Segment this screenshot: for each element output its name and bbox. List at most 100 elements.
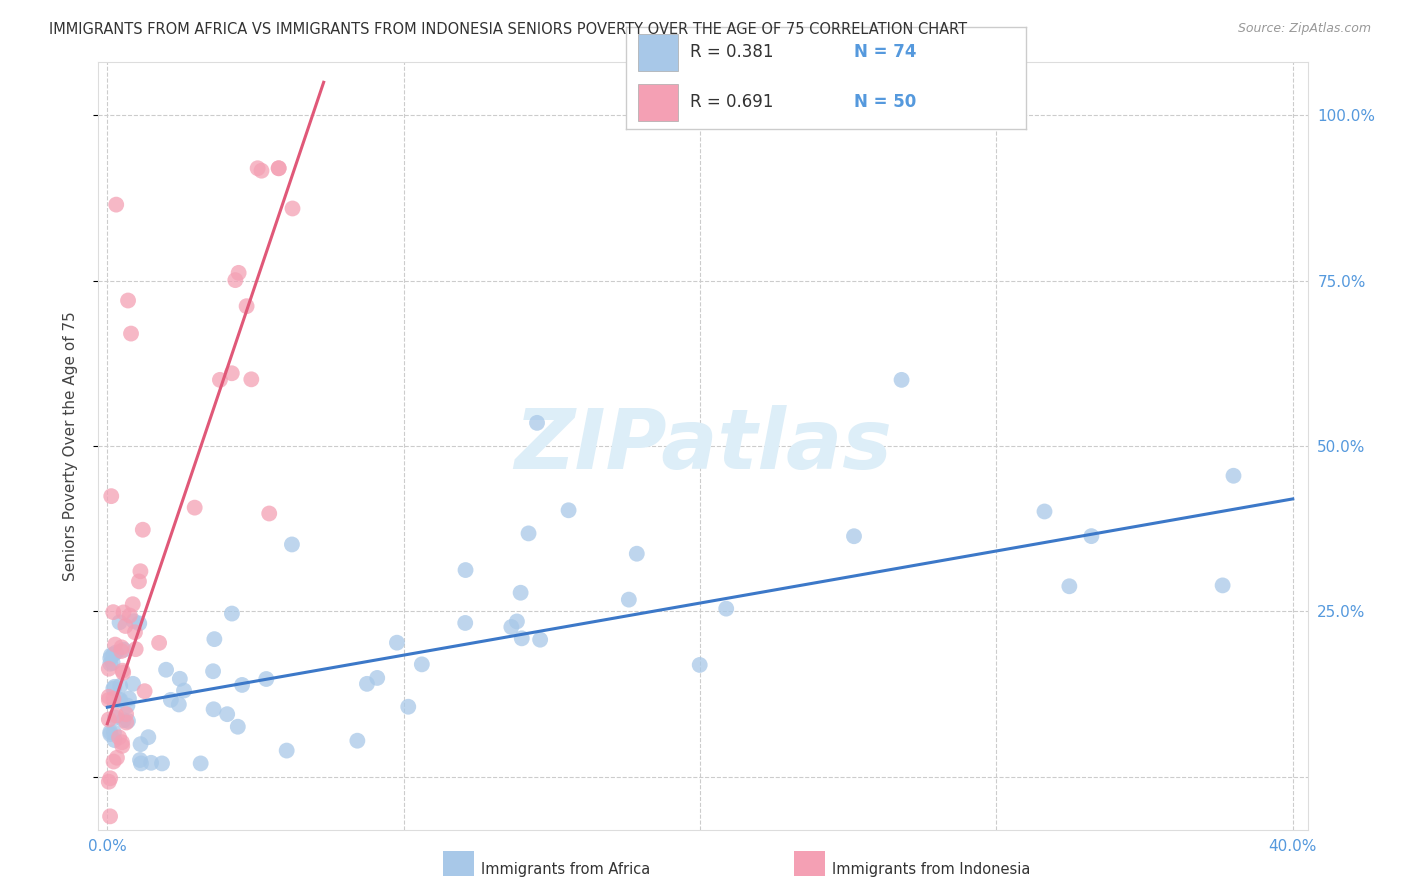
Point bbox=[716, 601, 738, 615]
Point bbox=[226, 720, 249, 734]
Point bbox=[281, 537, 304, 551]
Point bbox=[105, 197, 128, 211]
Point bbox=[122, 614, 145, 628]
Point bbox=[366, 671, 388, 685]
Point bbox=[111, 664, 134, 678]
Point bbox=[121, 597, 143, 611]
Point bbox=[110, 693, 132, 707]
Point bbox=[97, 693, 120, 707]
Text: N = 50: N = 50 bbox=[853, 93, 917, 111]
Y-axis label: Seniors Poverty Over the Age of 75: Seniors Poverty Over the Age of 75 bbox=[63, 311, 77, 581]
Point bbox=[529, 632, 551, 647]
Point bbox=[183, 500, 205, 515]
Point bbox=[169, 672, 191, 686]
Point bbox=[202, 665, 225, 679]
Point bbox=[114, 619, 136, 633]
Point bbox=[509, 586, 531, 600]
Point bbox=[510, 632, 533, 646]
Point bbox=[202, 702, 225, 716]
Point bbox=[190, 756, 212, 771]
Point bbox=[346, 733, 368, 747]
Point bbox=[257, 507, 280, 521]
Point bbox=[105, 708, 128, 723]
Point bbox=[115, 707, 138, 722]
Point bbox=[134, 684, 156, 698]
Point bbox=[112, 665, 135, 680]
Point bbox=[208, 373, 231, 387]
Point bbox=[112, 713, 135, 727]
Text: Immigrants from Africa: Immigrants from Africa bbox=[481, 863, 650, 877]
Point bbox=[108, 615, 131, 630]
Point bbox=[160, 693, 183, 707]
Point bbox=[626, 547, 648, 561]
Point bbox=[139, 756, 162, 770]
Text: Immigrants from Indonesia: Immigrants from Indonesia bbox=[832, 863, 1031, 877]
Point bbox=[356, 677, 378, 691]
Point bbox=[125, 642, 148, 657]
Point bbox=[110, 640, 132, 655]
Point bbox=[118, 691, 141, 706]
Point bbox=[105, 750, 128, 764]
Point bbox=[118, 608, 141, 623]
Point bbox=[228, 266, 250, 280]
Point bbox=[136, 730, 159, 744]
Point bbox=[132, 523, 155, 537]
Point bbox=[108, 731, 131, 745]
Point bbox=[202, 632, 225, 647]
Point bbox=[231, 678, 253, 692]
Point bbox=[454, 563, 477, 577]
Point bbox=[97, 690, 120, 704]
Point bbox=[100, 489, 122, 503]
Point bbox=[103, 755, 125, 769]
Point bbox=[240, 372, 263, 386]
Point bbox=[97, 713, 120, 727]
Point bbox=[100, 648, 122, 663]
Point bbox=[396, 699, 419, 714]
Point bbox=[117, 714, 139, 728]
Bar bbox=[638, 34, 678, 70]
Point bbox=[517, 526, 540, 541]
Point bbox=[115, 715, 138, 730]
Point bbox=[221, 607, 243, 621]
Point bbox=[111, 739, 134, 753]
Point bbox=[97, 662, 120, 676]
Point bbox=[1222, 468, 1244, 483]
Point bbox=[103, 680, 125, 694]
Point bbox=[103, 733, 125, 747]
Point bbox=[129, 564, 152, 578]
Text: IMMIGRANTS FROM AFRICA VS IMMIGRANTS FROM INDONESIA SENIORS POVERTY OVER THE AGE: IMMIGRANTS FROM AFRICA VS IMMIGRANTS FRO… bbox=[49, 22, 967, 37]
Point bbox=[506, 615, 529, 629]
Point bbox=[689, 657, 711, 672]
Point bbox=[254, 672, 277, 686]
Text: R = 0.381: R = 0.381 bbox=[690, 44, 773, 62]
Point bbox=[103, 681, 125, 696]
Point bbox=[129, 756, 152, 771]
Point bbox=[842, 529, 865, 543]
Point bbox=[98, 809, 121, 823]
Point bbox=[101, 656, 124, 670]
Point bbox=[155, 663, 177, 677]
Point bbox=[98, 657, 121, 671]
Point bbox=[128, 574, 150, 589]
Point bbox=[103, 648, 125, 662]
Point bbox=[98, 725, 121, 739]
Point bbox=[221, 366, 243, 380]
Point bbox=[120, 326, 142, 341]
Point bbox=[98, 771, 121, 785]
Point bbox=[104, 646, 127, 660]
Point bbox=[224, 273, 246, 287]
Point bbox=[117, 698, 139, 713]
Point bbox=[104, 638, 127, 652]
Point bbox=[117, 293, 139, 308]
Point bbox=[104, 710, 127, 724]
Point bbox=[112, 606, 135, 620]
Point bbox=[385, 636, 408, 650]
Point bbox=[890, 373, 912, 387]
Point bbox=[97, 774, 120, 789]
Point bbox=[103, 692, 125, 706]
Point bbox=[108, 693, 131, 707]
Point bbox=[1080, 529, 1102, 543]
Bar bbox=[638, 84, 678, 121]
Point bbox=[454, 615, 477, 630]
Point bbox=[1059, 579, 1081, 593]
